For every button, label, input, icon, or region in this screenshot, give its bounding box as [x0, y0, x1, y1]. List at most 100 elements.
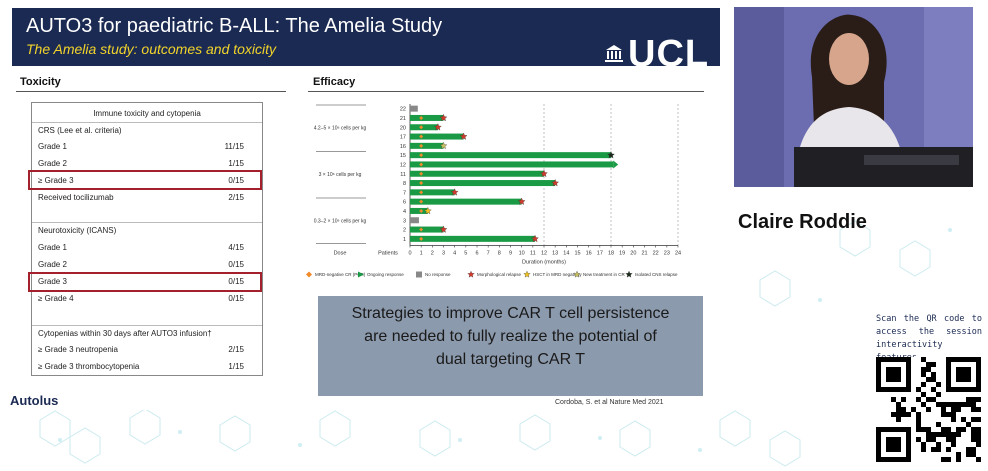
qr-module [976, 442, 981, 447]
patient-bar [410, 198, 522, 205]
qr-module [891, 377, 896, 382]
qr-module [971, 447, 976, 452]
qr-module [886, 357, 891, 362]
table-row: ≥ Grade 4 0/15 [32, 291, 262, 307]
qr-line-1: Scan the QR code to [876, 314, 982, 324]
key-message-box: Strategies to improve CAR T cell persist… [318, 296, 703, 396]
message-line-1: Strategies to improve CAR T cell persist… [351, 305, 670, 322]
qr-module [876, 432, 881, 437]
x-tick-label: 17 [597, 251, 603, 257]
row-value: 0/15 [228, 176, 244, 185]
qr-module [966, 397, 971, 402]
legend-swatch [625, 270, 633, 278]
qr-module [961, 372, 966, 377]
patient-bar [410, 114, 444, 121]
row-value: 1/15 [228, 159, 244, 168]
qr-module [876, 447, 881, 452]
qr-module [976, 417, 981, 422]
qr-module [931, 447, 936, 452]
qr-module [951, 407, 956, 412]
message-line-2: are needed to fully realize the potentia… [364, 328, 657, 345]
row-value: 2/15 [228, 345, 244, 354]
qr-module [946, 412, 951, 417]
mrd-negative-marker [419, 171, 424, 176]
qr-module [956, 387, 961, 392]
qr-module [956, 457, 961, 462]
qr-module [936, 392, 941, 397]
mrd-negative-marker [419, 143, 424, 148]
qr-module [976, 437, 981, 442]
qr-module [876, 387, 881, 392]
qr-module [956, 407, 961, 412]
legend-swatch [467, 270, 475, 278]
legend-label: MRD-negative CR (PCR) [315, 272, 366, 277]
patient-bar [410, 226, 444, 233]
patient-label: 4 [403, 209, 406, 215]
mrd-negative-marker [419, 134, 424, 139]
legend-swatch [306, 271, 312, 278]
qr-module [966, 387, 971, 392]
row-label: Grade 1 [38, 142, 67, 151]
qr-module [966, 422, 971, 427]
row-value: 0/15 [228, 277, 244, 286]
qr-module [926, 407, 931, 412]
qr-module [976, 367, 981, 372]
qr-module [881, 357, 886, 362]
qr-module [921, 442, 926, 447]
qr-module [966, 372, 971, 377]
qr-module [921, 382, 926, 387]
qr-module [896, 372, 901, 377]
qr-module [906, 457, 911, 462]
patient-label: 1 [403, 237, 406, 243]
x-tick-label: 24 [675, 251, 681, 257]
qr-module [921, 427, 926, 432]
table-row: Grade 2 1/15 [32, 156, 262, 172]
qr-module [886, 457, 891, 462]
legend-label: Morphological relapse [477, 272, 522, 277]
qr-module [966, 377, 971, 382]
qr-module [951, 387, 956, 392]
qr-module [876, 372, 881, 377]
qr-line-2: access the session [876, 327, 982, 337]
x-tick-label: 19 [619, 251, 625, 257]
event-marker [424, 206, 432, 215]
x-tick-label: 21 [641, 251, 647, 257]
qr-module [896, 442, 901, 447]
qr-module [961, 357, 966, 362]
patient-bar [410, 105, 418, 112]
toxicity-table-header-text: Immune toxicity and cytopenia [93, 109, 201, 118]
qr-module [951, 402, 956, 407]
qr-module [936, 402, 941, 407]
speaker-name: Claire Roddie [738, 211, 867, 233]
qr-module [976, 357, 981, 362]
row-label: Cytopenias within 30 days after AUTO3 in… [38, 329, 212, 338]
row-label: ≥ Grade 3 [38, 176, 74, 185]
qr-module [921, 357, 926, 362]
qr-module [891, 412, 896, 417]
toxicity-rule [16, 91, 286, 92]
legend-label: Ongoing response [367, 272, 404, 277]
row-label: Neurotoxicity (ICANS) [38, 226, 117, 235]
qr-module [891, 397, 896, 402]
qr-module [946, 362, 951, 367]
highlight-crs-grade3 [28, 170, 262, 190]
patient-label: 12 [400, 162, 406, 168]
qr-module [891, 447, 896, 452]
patient-label: 3 [403, 218, 406, 224]
ucl-building-icon [605, 45, 623, 62]
qr-module [946, 382, 951, 387]
qr-module [976, 362, 981, 367]
qr-module [901, 387, 906, 392]
patient-label: 8 [403, 181, 406, 187]
x-tick-label: 10 [519, 251, 525, 257]
mrd-negative-marker [419, 199, 424, 204]
ucl-logo-text: UCL [628, 33, 710, 75]
qr-module [946, 402, 951, 407]
dose-header: Dose [334, 251, 347, 257]
qr-module [896, 427, 901, 432]
row-value: 0/15 [228, 260, 244, 269]
qr-code[interactable] [876, 357, 981, 462]
qr-module [941, 407, 946, 412]
qr-module [976, 457, 981, 462]
qr-module [956, 402, 961, 407]
